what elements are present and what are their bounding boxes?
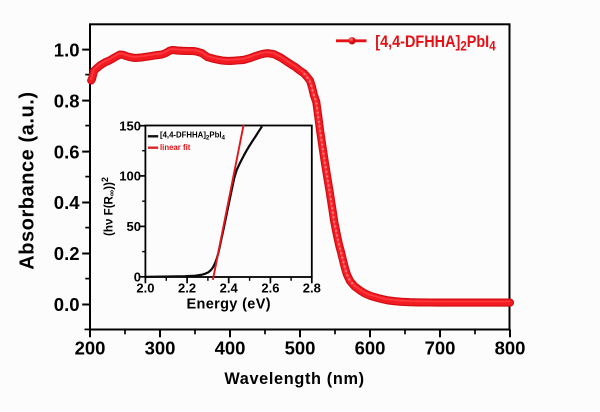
svg-text:[4,4-DFHHA]2PbI4: [4,4-DFHHA]2PbI4 bbox=[375, 33, 495, 54]
svg-text:1.0: 1.0 bbox=[54, 39, 80, 60]
svg-text:600: 600 bbox=[355, 337, 386, 358]
svg-text:400: 400 bbox=[215, 337, 246, 358]
svg-text:100: 100 bbox=[119, 169, 141, 184]
svg-text:Wavelength (nm): Wavelength (nm) bbox=[224, 370, 364, 388]
svg-text:0: 0 bbox=[134, 269, 141, 284]
svg-text:2.6: 2.6 bbox=[261, 281, 279, 296]
svg-text:200: 200 bbox=[75, 337, 106, 358]
svg-text:(hν F(R∞))2: (hν F(R∞))2 bbox=[100, 177, 117, 236]
svg-text:2.0: 2.0 bbox=[136, 281, 154, 296]
svg-text:0.6: 0.6 bbox=[54, 141, 80, 162]
svg-text:0.2: 0.2 bbox=[54, 243, 80, 264]
svg-text:2.2: 2.2 bbox=[178, 281, 196, 296]
svg-text:800: 800 bbox=[495, 337, 526, 358]
svg-text:[4,4-DFHHA]2PbI4: [4,4-DFHHA]2PbI4 bbox=[160, 131, 226, 142]
svg-text:0.8: 0.8 bbox=[54, 90, 80, 111]
svg-text:0.4: 0.4 bbox=[54, 192, 80, 213]
svg-text:0.0: 0.0 bbox=[54, 294, 80, 315]
svg-text:Energy (eV): Energy (eV) bbox=[186, 297, 270, 313]
svg-text:2.4: 2.4 bbox=[220, 281, 239, 296]
svg-text:150: 150 bbox=[119, 118, 141, 133]
svg-text:Absorbance (a.u.): Absorbance (a.u.) bbox=[17, 91, 39, 269]
svg-text:300: 300 bbox=[145, 337, 176, 358]
svg-text:50: 50 bbox=[127, 219, 141, 234]
svg-text:linear fit: linear fit bbox=[160, 143, 191, 152]
svg-text:700: 700 bbox=[425, 337, 456, 358]
svg-text:500: 500 bbox=[285, 337, 316, 358]
svg-text:2.8: 2.8 bbox=[303, 281, 321, 296]
